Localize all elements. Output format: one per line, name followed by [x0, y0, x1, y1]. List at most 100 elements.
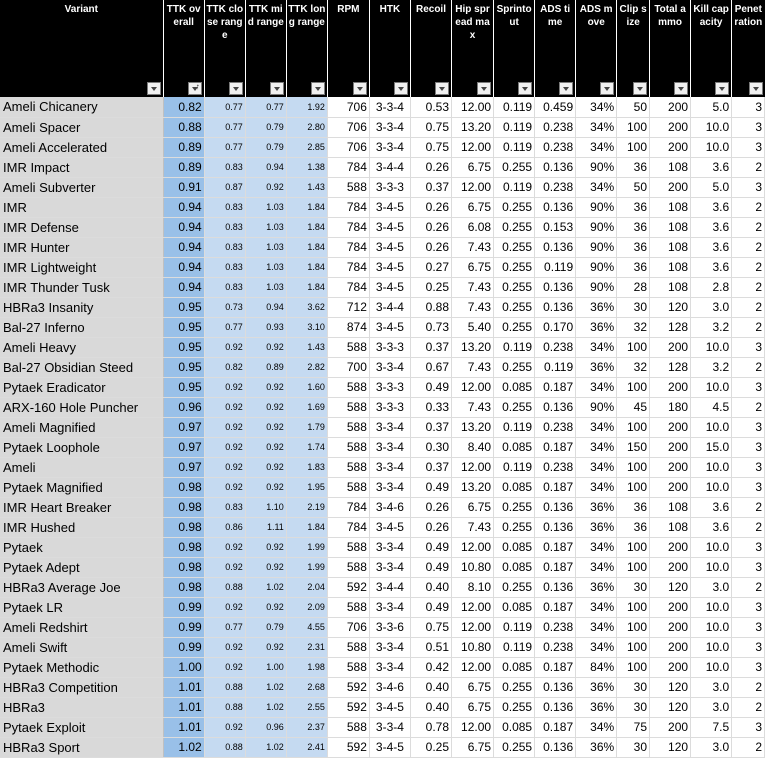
cell-recoil[interactable]: 0.49	[410, 537, 453, 558]
cell-ads-time[interactable]: 0.136	[534, 277, 577, 298]
cell-hip-spread[interactable]: 12.00	[451, 97, 495, 118]
cell-variant[interactable]: IMR Impact	[0, 157, 164, 178]
cell-penetration[interactable]: 3	[731, 177, 765, 198]
cell-ads-move[interactable]: 90%	[575, 237, 618, 258]
cell-variant[interactable]: IMR Defense	[0, 217, 164, 238]
cell-rpm[interactable]: 592	[327, 737, 370, 758]
cell-rpm[interactable]: 706	[327, 117, 370, 138]
column-header-ammo[interactable]: Total ammo	[649, 0, 692, 97]
cell-clip[interactable]: 100	[616, 617, 651, 638]
cell-ttk-long[interactable]: 1.69	[286, 397, 328, 418]
cell-ttk-long[interactable]: 1.84	[286, 237, 328, 258]
cell-rpm[interactable]: 588	[327, 557, 370, 578]
cell-clip[interactable]: 28	[616, 277, 651, 298]
cell-ttk-close[interactable]: 0.92	[204, 537, 246, 558]
cell-ttk-overall[interactable]: 0.98	[163, 557, 205, 578]
cell-hip-spread[interactable]: 7.43	[451, 297, 495, 318]
cell-ads-move[interactable]: 36%	[575, 677, 618, 698]
filter-dropdown-icon[interactable]	[633, 82, 648, 95]
cell-clip[interactable]: 100	[616, 557, 651, 578]
cell-htk[interactable]: 3-4-4	[369, 577, 411, 598]
cell-variant[interactable]: IMR Lightweight	[0, 257, 164, 278]
cell-ttk-long[interactable]: 1.84	[286, 517, 328, 538]
cell-ttk-overall[interactable]: 0.88	[163, 117, 205, 138]
cell-clip[interactable]: 100	[616, 417, 651, 438]
cell-sprintout[interactable]: 0.085	[493, 437, 536, 458]
cell-variant[interactable]: Ameli Accelerated	[0, 137, 164, 158]
cell-recoil[interactable]: 0.49	[410, 557, 453, 578]
cell-ttk-overall[interactable]: 0.99	[163, 617, 205, 638]
cell-sprintout[interactable]: 0.119	[493, 337, 536, 358]
cell-kill-capacity[interactable]: 3.2	[690, 317, 733, 338]
cell-htk[interactable]: 3-4-4	[369, 297, 411, 318]
cell-htk[interactable]: 3-3-6	[369, 617, 411, 638]
cell-ttk-long[interactable]: 2.31	[286, 637, 328, 658]
column-header-kill-capacity[interactable]: Kill capacity	[690, 0, 733, 97]
cell-htk[interactable]: 3-3-3	[369, 337, 411, 358]
cell-recoil[interactable]: 0.25	[410, 737, 453, 758]
cell-variant[interactable]: HBRa3 Insanity	[0, 297, 164, 318]
cell-recoil[interactable]: 0.37	[410, 337, 453, 358]
cell-variant[interactable]: IMR	[0, 197, 164, 218]
cell-ads-time[interactable]: 0.238	[534, 637, 577, 658]
cell-variant[interactable]: Ameli	[0, 457, 164, 478]
cell-ammo[interactable]: 200	[649, 417, 692, 438]
cell-ammo[interactable]: 200	[649, 617, 692, 638]
cell-hip-spread[interactable]: 12.00	[451, 457, 495, 478]
cell-ttk-overall[interactable]: 0.95	[163, 317, 205, 338]
cell-kill-capacity[interactable]: 5.0	[690, 177, 733, 198]
cell-rpm[interactable]: 588	[327, 477, 370, 498]
cell-ammo[interactable]: 200	[649, 597, 692, 618]
cell-rpm[interactable]: 874	[327, 317, 370, 338]
cell-clip[interactable]: 36	[616, 157, 651, 178]
cell-ttk-overall[interactable]: 1.00	[163, 657, 205, 678]
cell-ttk-mid[interactable]: 1.03	[245, 277, 287, 298]
cell-ammo[interactable]: 108	[649, 257, 692, 278]
cell-ads-time[interactable]: 0.187	[534, 437, 577, 458]
cell-penetration[interactable]: 3	[731, 417, 765, 438]
cell-sprintout[interactable]: 0.255	[493, 257, 536, 278]
column-header-recoil[interactable]: Recoil	[410, 0, 453, 97]
cell-ttk-close[interactable]: 0.86	[204, 517, 246, 538]
cell-ads-move[interactable]: 34%	[575, 597, 618, 618]
cell-clip[interactable]: 100	[616, 137, 651, 158]
cell-recoil[interactable]: 0.75	[410, 617, 453, 638]
cell-ttk-overall[interactable]: 0.94	[163, 217, 205, 238]
cell-ammo[interactable]: 200	[649, 657, 692, 678]
cell-htk[interactable]: 3-3-4	[369, 657, 411, 678]
cell-recoil[interactable]: 0.53	[410, 97, 453, 118]
cell-htk[interactable]: 3-3-4	[369, 357, 411, 378]
filter-dropdown-icon[interactable]	[559, 82, 574, 95]
cell-ttk-mid[interactable]: 0.92	[245, 477, 287, 498]
cell-ttk-overall[interactable]: 0.96	[163, 397, 205, 418]
cell-ttk-close[interactable]: 0.92	[204, 437, 246, 458]
cell-htk[interactable]: 3-3-4	[369, 417, 411, 438]
cell-rpm[interactable]: 784	[327, 237, 370, 258]
cell-ammo[interactable]: 108	[649, 237, 692, 258]
cell-ttk-close[interactable]: 0.88	[204, 577, 246, 598]
cell-ads-move[interactable]: 90%	[575, 397, 618, 418]
cell-ads-move[interactable]: 34%	[575, 337, 618, 358]
cell-ammo[interactable]: 120	[649, 697, 692, 718]
cell-hip-spread[interactable]: 7.43	[451, 237, 495, 258]
cell-recoil[interactable]: 0.40	[410, 677, 453, 698]
cell-ttk-overall[interactable]: 0.98	[163, 517, 205, 538]
cell-ttk-mid[interactable]: 0.92	[245, 457, 287, 478]
cell-htk[interactable]: 3-3-4	[369, 477, 411, 498]
cell-ttk-mid[interactable]: 0.92	[245, 537, 287, 558]
cell-htk[interactable]: 3-4-6	[369, 497, 411, 518]
cell-clip[interactable]: 30	[616, 577, 651, 598]
cell-ttk-close[interactable]: 0.88	[204, 737, 246, 758]
cell-rpm[interactable]: 784	[327, 497, 370, 518]
cell-hip-spread[interactable]: 5.40	[451, 317, 495, 338]
cell-ttk-overall[interactable]: 0.94	[163, 257, 205, 278]
cell-sprintout[interactable]: 0.085	[493, 377, 536, 398]
cell-penetration[interactable]: 2	[731, 157, 765, 178]
cell-rpm[interactable]: 588	[327, 337, 370, 358]
cell-htk[interactable]: 3-3-4	[369, 457, 411, 478]
cell-variant[interactable]: Ameli Swift	[0, 637, 164, 658]
cell-rpm[interactable]: 592	[327, 577, 370, 598]
cell-ttk-overall[interactable]: 0.99	[163, 597, 205, 618]
cell-ttk-mid[interactable]: 1.03	[245, 257, 287, 278]
column-header-clip[interactable]: Clip size	[616, 0, 651, 97]
